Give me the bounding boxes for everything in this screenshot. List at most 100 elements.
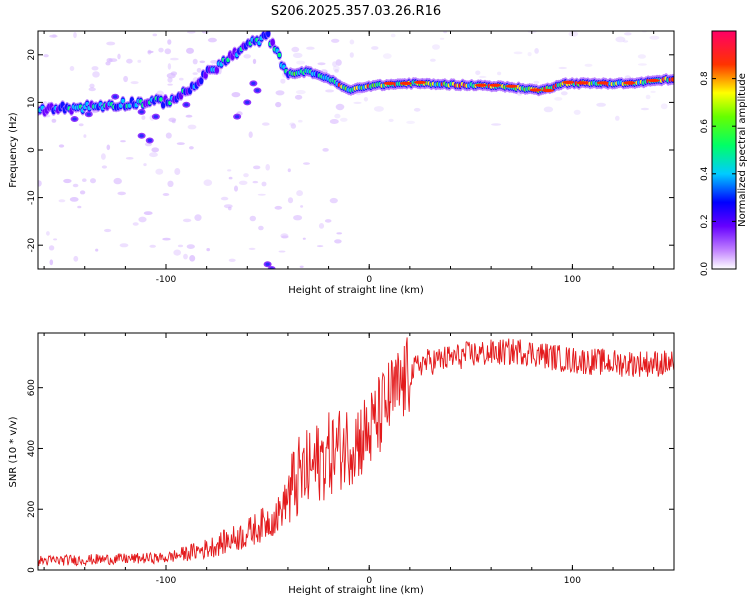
heatmap-noise	[158, 47, 164, 53]
heatmap-noise	[534, 48, 539, 54]
colorbar-tick-label: 0.6	[700, 119, 710, 134]
heatmap-noise	[302, 237, 306, 240]
heatmap-noise	[101, 165, 107, 169]
heatmap-noise	[252, 58, 257, 65]
heatmap-noise	[390, 33, 396, 38]
heatmap-noise	[280, 233, 289, 239]
heatmap-noise	[73, 255, 79, 262]
snr-ytick-label: 600	[27, 379, 37, 396]
heatmap-peak	[529, 88, 542, 92]
heatmap-noise	[105, 61, 111, 66]
heatmap-noise	[49, 34, 58, 38]
heatmap-noise	[622, 40, 629, 43]
snr-plot-area	[38, 333, 674, 570]
heatmap-noise	[560, 91, 568, 96]
heatmap-ridge-core	[671, 77, 674, 82]
heatmap-noise	[262, 122, 270, 126]
heatmap-noise	[228, 206, 232, 211]
heatmap-peak	[399, 81, 412, 85]
heatmap-noise	[324, 219, 332, 223]
heatmap-peak	[562, 80, 575, 85]
heatmap-peak	[647, 78, 660, 83]
heatmap-noise	[113, 177, 122, 185]
heatmap-noise	[335, 59, 342, 66]
heatmap-noise	[258, 225, 264, 231]
heatmap-noise	[83, 134, 87, 138]
heatmap-noise	[49, 259, 54, 266]
chart-title: S206.2025.357.03.26.R16	[271, 4, 441, 19]
heatmap-noise	[69, 197, 79, 202]
heatmap-noise	[334, 113, 341, 119]
heatmap-noise	[104, 228, 112, 233]
heatmap-noise	[615, 115, 620, 121]
heatmap-noise	[275, 101, 282, 108]
heatmap-blob-core	[251, 81, 256, 85]
heatmap-noise	[637, 54, 647, 59]
heatmap-noise	[125, 157, 134, 160]
heatmap-noise	[132, 222, 139, 226]
snr-ytick-label: 400	[27, 440, 37, 457]
heatmap-noise	[95, 248, 99, 252]
heatmap-noise	[382, 53, 392, 59]
heatmap-blob-core	[72, 117, 77, 121]
heatmap-noise	[137, 59, 142, 63]
heatmap-noise	[573, 109, 581, 115]
heatmap-noise	[291, 46, 300, 53]
spectrogram-ytick-label: -10	[27, 190, 37, 205]
heatmap-noise	[296, 190, 303, 197]
heatmap-noise	[171, 119, 176, 124]
heatmap-peak	[474, 83, 487, 87]
heatmap-noise	[167, 39, 172, 45]
heatmap-noise	[187, 31, 196, 34]
heatmap-noise	[117, 191, 126, 196]
heatmap-ridge-core	[277, 52, 282, 58]
heatmap-peak	[383, 81, 396, 85]
heatmap-noise	[38, 180, 42, 187]
heatmap-noise	[243, 173, 249, 178]
heatmap-noise	[274, 205, 283, 210]
colorbar: 0.0 0.2 0.4 0.6 0.8 Normalized spectral ampl…	[700, 30, 748, 277]
snr-ylabel: SNR (10 * v/v)	[8, 416, 19, 487]
heatmap-noise	[152, 33, 158, 37]
heatmap-noise	[101, 153, 106, 160]
colorbar-tick-label: 0.0	[700, 262, 710, 277]
heatmap-noise	[253, 165, 261, 170]
heatmap-noise	[186, 244, 195, 250]
heatmap-noise	[334, 69, 339, 73]
heatmap-blob-core	[184, 103, 189, 107]
heatmap-noise	[228, 176, 233, 180]
snr-panel: -100 0 100 0 200 400 600 Height of straight li…	[8, 332, 675, 596]
heatmap-noise	[497, 71, 502, 76]
heatmap-noise	[533, 80, 540, 84]
heatmap-noise	[119, 243, 129, 248]
heatmap-ridge-core	[159, 97, 163, 102]
heatmap-blob-core	[139, 110, 144, 114]
heatmap-noise	[299, 265, 304, 268]
heatmap-noise	[72, 183, 79, 188]
heatmap-noise	[227, 169, 232, 172]
heatmap-noise	[106, 41, 116, 46]
snr-series-line	[38, 337, 674, 567]
heatmap-noise	[413, 107, 421, 112]
heatmap-noise	[164, 48, 172, 55]
heatmap-noise	[189, 146, 194, 150]
heatmap-noise	[430, 58, 436, 62]
heatmap-noise	[280, 78, 286, 84]
heatmap-noise	[294, 94, 303, 100]
heatmap-noise	[185, 114, 193, 118]
colorbar-tick-label: 0.8	[700, 71, 710, 86]
snr-xtick-label: 100	[564, 576, 581, 586]
heatmap-noise	[478, 75, 487, 79]
heatmap-blob-core	[234, 115, 240, 119]
snr-xlabel: Height of straight line (km)	[288, 585, 424, 596]
heatmap-noise	[92, 71, 100, 78]
spectrogram-ytick-label: 10	[27, 96, 37, 108]
spectrogram-heatmap	[38, 31, 674, 269]
heatmap-noise	[303, 162, 310, 165]
heatmap-noise	[278, 250, 286, 253]
heatmap-blob-core	[245, 100, 250, 104]
snr-ytick-label: 0	[27, 567, 37, 573]
heatmap-noise	[53, 238, 58, 241]
